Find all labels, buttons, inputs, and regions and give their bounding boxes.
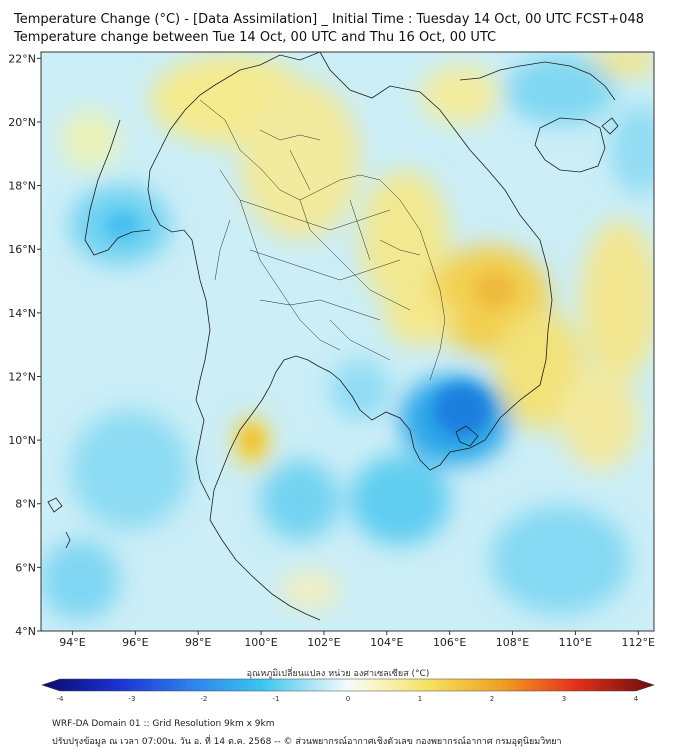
colorbar-tick-label: 1 bbox=[418, 695, 422, 703]
colorbar-ticks: -4 -3 -2 -1 0 1 2 3 4 bbox=[57, 695, 639, 703]
longitude-axis: 94°E 96°E 98°E 100°E 102°E 104°E 106°E 108°E 110… bbox=[59, 631, 655, 649]
coastlines bbox=[47, 52, 619, 621]
latitude-axis: 22°N 20°N 18°N 16°N 14°N 12°N 10°N 8°N 6°N 4°N bbox=[8, 52, 41, 638]
plot-frame bbox=[40, 51, 655, 632]
lat-tick-label: 4°N bbox=[15, 625, 36, 638]
lat-tick-label: 18°N bbox=[8, 180, 36, 193]
colorbar-tick-label: 2 bbox=[490, 695, 494, 703]
admin-borders bbox=[199, 99, 446, 381]
lat-tick-label: 6°N bbox=[15, 561, 36, 574]
lat-tick-label: 14°N bbox=[8, 307, 36, 320]
colorbar-tick-label: -3 bbox=[129, 695, 136, 703]
lon-tick-label: 112°E bbox=[622, 636, 655, 649]
colorbar-tick-label: 4 bbox=[634, 695, 639, 703]
colorbar-tick-label: -2 bbox=[201, 695, 208, 703]
lon-tick-label: 96°E bbox=[122, 636, 148, 649]
map-title: Temperature Change (°C) - [Data Assimila… bbox=[14, 12, 644, 27]
lat-tick-label: 10°N bbox=[8, 434, 36, 447]
colorbar-bar bbox=[41, 678, 655, 692]
lon-tick-label: 102°E bbox=[307, 636, 340, 649]
colorbar-tick-label: -4 bbox=[57, 695, 65, 703]
colorbar-tick-label: 0 bbox=[346, 695, 350, 703]
lat-tick-label: 22°N bbox=[8, 52, 36, 65]
lat-tick-label: 8°N bbox=[15, 498, 36, 511]
lon-tick-label: 106°E bbox=[433, 636, 466, 649]
map-subtitle: Temperature change between Tue 14 Oct, 0… bbox=[14, 30, 497, 45]
lon-tick-label: 98°E bbox=[185, 636, 211, 649]
lat-tick-label: 20°N bbox=[8, 116, 36, 129]
temperature-field bbox=[41, 52, 654, 631]
colorbar-title: อุณหภูมิเปลี่ยนแปลง หน่วย องศาเซลเซียส (… bbox=[246, 669, 430, 679]
lon-tick-label: 108°E bbox=[496, 636, 529, 649]
lat-tick-label: 16°N bbox=[8, 243, 36, 256]
footer-model-info: WRF-DA Domain 01 :: Grid Resolution 9km … bbox=[52, 719, 275, 729]
footer-update-info: ปรับปรุงข้อมูล ณ เวลา 07:00น. วัน อ. ที่… bbox=[52, 737, 562, 747]
lat-tick-label: 12°N bbox=[8, 370, 36, 383]
lon-tick-label: 110°E bbox=[559, 636, 592, 649]
colorbar-tick-label: 3 bbox=[562, 695, 566, 703]
lon-tick-label: 94°E bbox=[59, 636, 85, 649]
colorbar: -4 -3 -2 -1 0 1 2 3 4 bbox=[41, 678, 655, 703]
colorbar-tick-label: -1 bbox=[273, 695, 280, 703]
lon-tick-label: 100°E bbox=[244, 636, 277, 649]
lon-tick-label: 104°E bbox=[370, 636, 403, 649]
